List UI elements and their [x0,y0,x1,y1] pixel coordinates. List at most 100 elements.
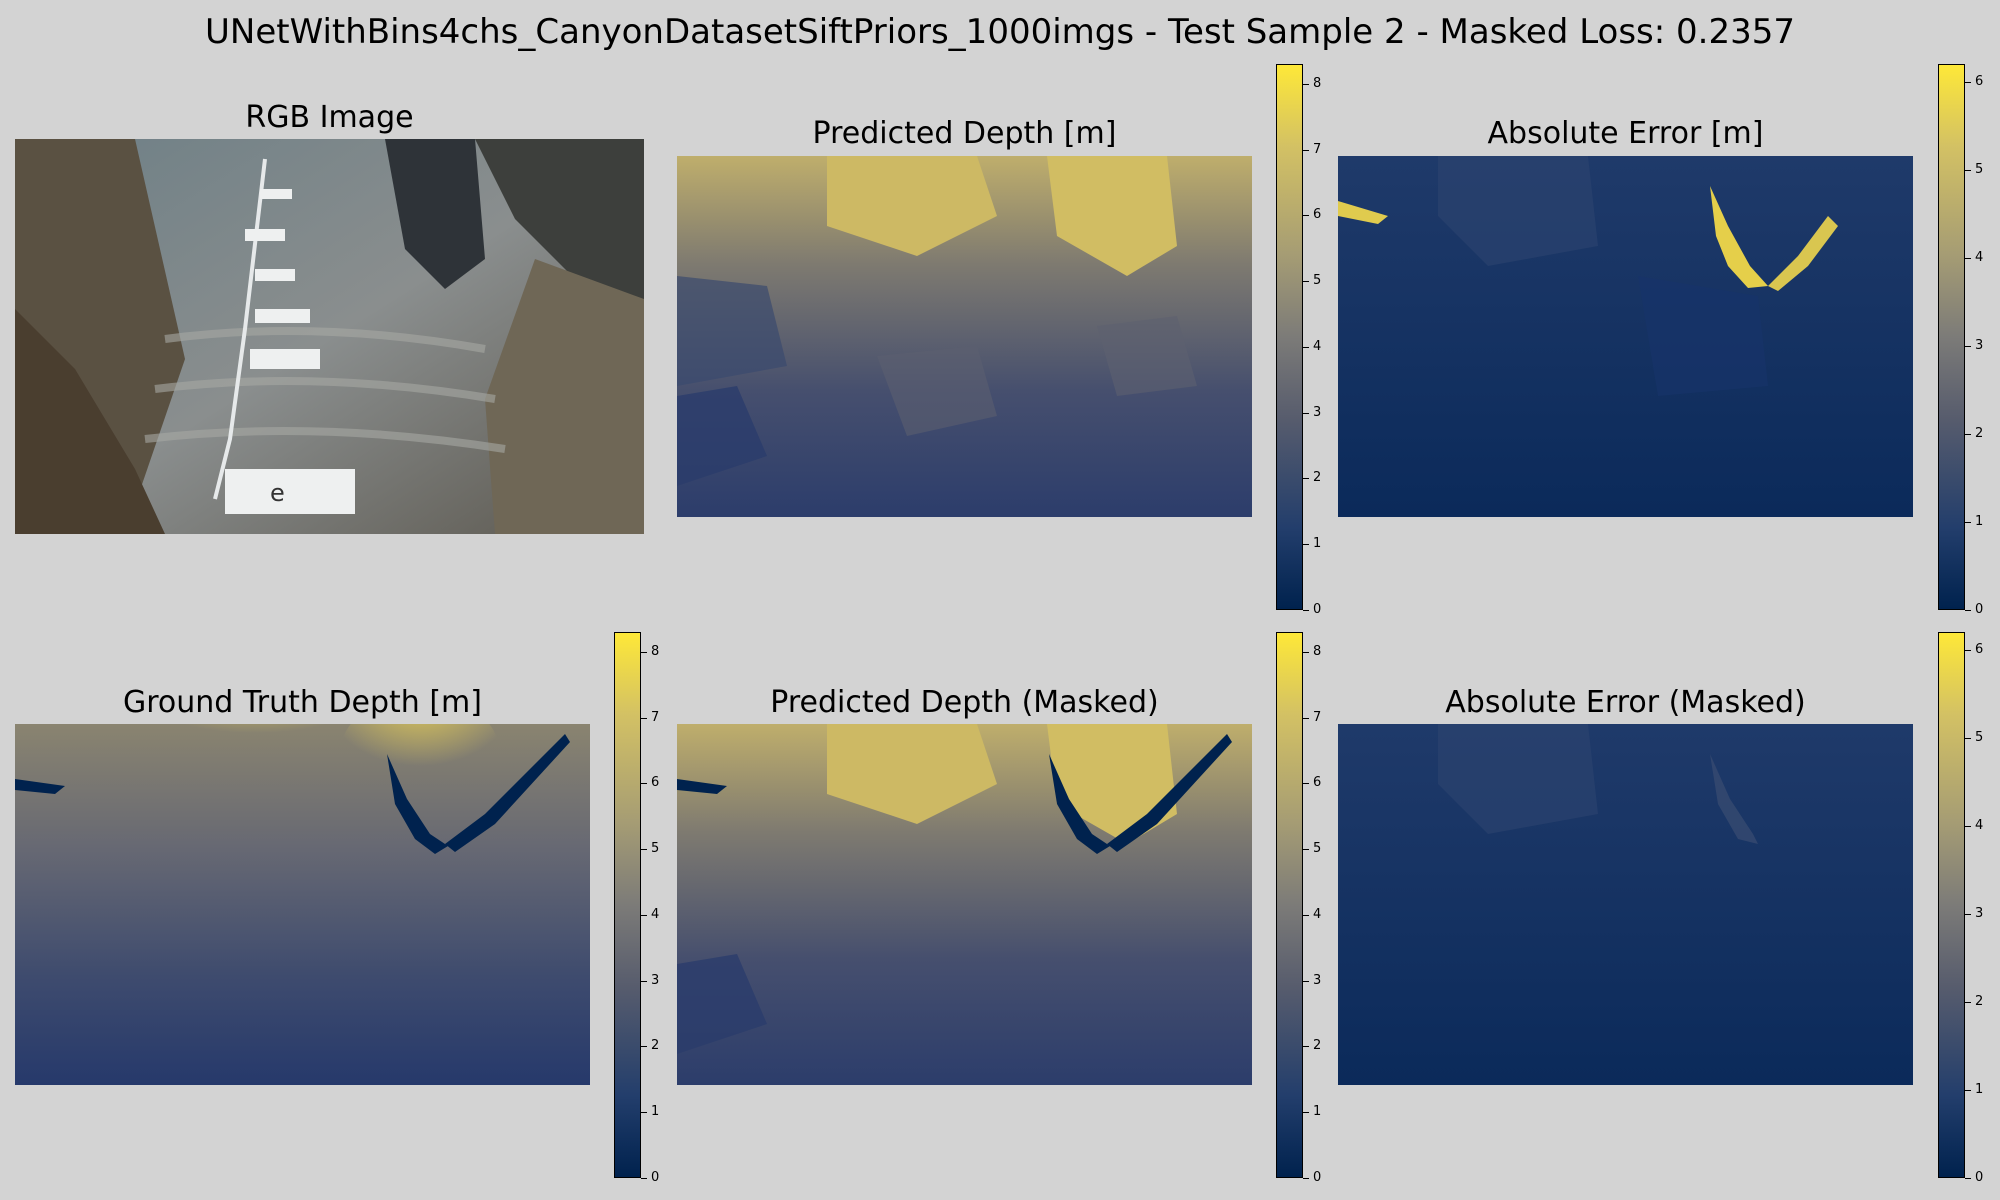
colorbar-tick-mark [1965,257,1971,259]
colorbar-absolute-error-masked [1938,632,1965,1178]
colorbar-tick-label: 7 [651,709,660,725]
colorbar-tick-label: 5 [1975,729,1984,745]
colorbar-tick-label: 3 [1975,337,1984,353]
colorbar-tick-label: 4 [651,906,660,922]
colorbar-tick-label: 5 [651,841,660,857]
colorbar-tick-mark [641,783,647,785]
colorbar-tick-label: 3 [1313,404,1322,420]
colorbar-tick-label: 3 [1975,905,1984,921]
panel-title-ground-truth-depth: Ground Truth Depth [m] [122,685,482,720]
panel-title-absolute-error: Absolute Error [m] [1487,116,1764,151]
colorbar-ticks-absolute-error-masked: 0 1 2 3 4 5 6 [1965,632,2000,1185]
rgb-image: e [15,139,644,534]
colorbar-absolute-error [1938,64,1965,610]
colorbar-predicted-depth-masked [1276,632,1303,1178]
colorbar-tick-label: 0 [651,1170,660,1185]
colorbar-tick-mark [1303,544,1309,546]
colorbar-tick-mark [1303,914,1309,916]
colorbar-tick-mark [1965,825,1971,827]
colorbar-tick-label: 2 [651,1038,660,1054]
colorbar-tick-label: 1 [1975,1081,1984,1097]
colorbar-tick-mark [1303,610,1309,611]
colorbar-tick-mark [1303,1046,1309,1048]
colorbar-tick-label: 4 [1975,817,1984,833]
predicted-depth-masked-heatmap [677,724,1252,1085]
colorbar-tick-mark [641,1112,647,1114]
colorbar-tick-label: 2 [1313,470,1322,486]
colorbar-tick-mark [641,980,647,982]
colorbar-tick-label: 0 [1975,1170,1984,1185]
colorbar-tick-mark [1965,433,1971,435]
colorbar-tick-mark [1303,783,1309,785]
colorbar-tick-label: 4 [1975,249,1984,265]
colorbar-tick-label: 3 [651,972,660,988]
colorbar-tick-label: 8 [1313,75,1322,91]
panel-title-predicted-depth: Predicted Depth [m] [812,116,1117,151]
colorbar-tick-mark [1965,521,1971,523]
colorbar-tick-label: 6 [1313,775,1322,791]
colorbar-tick-mark [641,1046,647,1048]
colorbar-tick-label: 2 [1975,425,1984,441]
colorbar-tick-label: 0 [1313,602,1322,617]
colorbar-tick-mark [1303,849,1309,851]
colorbar-tick-mark [1303,1178,1309,1179]
colorbar-tick-label: 0 [1313,1170,1322,1185]
colorbar-tick-label: 6 [651,775,660,791]
ground-truth-depth-heatmap [15,724,590,1085]
colorbar-tick-label: 4 [1313,338,1322,354]
figure-title: UNetWithBins4chs_CanyonDatasetSiftPriors… [205,12,1795,52]
colorbar-tick-mark [1965,1001,1971,1003]
colorbar-tick-mark [641,651,647,653]
colorbar-predicted-depth [1276,64,1303,610]
colorbar-tick-mark [1303,215,1309,217]
colorbar-tick-mark [1303,717,1309,719]
panel-title-absolute-error-masked: Absolute Error (Masked) [1445,685,1806,720]
colorbar-tick-label: 5 [1975,161,1984,177]
colorbar-tick-mark [641,1178,647,1179]
colorbar-ticks-ground-truth-depth: 0 1 2 3 4 5 6 7 8 [641,632,681,1185]
colorbar-tick-mark [1303,281,1309,283]
absolute-error-heatmap [1338,156,1913,517]
absolute-error-masked-heatmap [1338,724,1913,1085]
colorbar-tick-mark [1303,149,1309,151]
colorbar-tick-mark [641,914,647,916]
colorbar-tick-mark [641,849,647,851]
colorbar-ground-truth-depth [614,632,641,1178]
colorbar-tick-label: 8 [651,643,660,659]
colorbar-tick-label: 0 [1975,602,1984,617]
colorbar-tick-mark [1303,651,1309,653]
colorbar-tick-mark [1303,412,1309,414]
colorbar-tick-label: 1 [651,1104,660,1120]
colorbar-tick-label: 1 [1975,513,1984,529]
colorbar-tick-label: 2 [1975,993,1984,1009]
colorbar-tick-label: 2 [1313,1038,1322,1054]
colorbar-tick-mark [1303,1112,1309,1114]
predicted-depth-heatmap [677,156,1252,517]
colorbar-tick-label: 6 [1313,207,1322,223]
colorbar-tick-mark [1965,737,1971,739]
colorbar-tick-mark [1965,345,1971,347]
colorbar-ticks-predicted-depth-masked: 0 1 2 3 4 5 6 7 8 [1303,632,1343,1185]
colorbar-tick-label: 4 [1313,906,1322,922]
colorbar-tick-label: 6 [1975,73,1984,89]
colorbar-tick-mark [1965,169,1971,171]
colorbar-tick-mark [1965,81,1971,83]
colorbar-tick-mark [1303,478,1309,480]
colorbar-tick-mark [1965,1089,1971,1091]
colorbar-tick-mark [641,717,647,719]
svg-text:e: e [270,479,285,507]
colorbar-ticks-predicted-depth: 0 1 2 3 4 5 6 7 8 [1303,64,1343,617]
colorbar-tick-mark [1303,346,1309,348]
colorbar-tick-label: 1 [1313,536,1322,552]
panel-title-rgb: RGB Image [245,100,414,135]
colorbar-ticks-absolute-error: 0 1 2 3 4 5 6 [1965,64,2000,617]
colorbar-tick-label: 3 [1313,972,1322,988]
colorbar-tick-label: 5 [1313,273,1322,289]
colorbar-tick-label: 7 [1313,709,1322,725]
colorbar-tick-label: 5 [1313,841,1322,857]
panel-title-predicted-depth-masked: Predicted Depth (Masked) [770,685,1159,720]
colorbar-tick-label: 8 [1313,643,1322,659]
colorbar-tick-mark [1303,83,1309,85]
colorbar-tick-label: 7 [1313,141,1322,157]
colorbar-tick-label: 6 [1975,641,1984,657]
